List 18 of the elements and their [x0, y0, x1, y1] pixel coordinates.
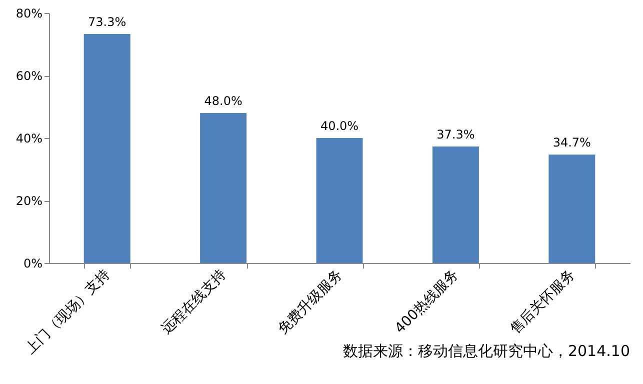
bar — [548, 154, 596, 263]
data-label: 37.3% — [436, 127, 475, 142]
y-tick-label: 40% — [16, 132, 42, 146]
x-tick-label: 售后关怀服务 — [507, 266, 578, 338]
data-label: 48.0% — [204, 94, 242, 108]
y-tick-label: 60% — [16, 69, 42, 83]
data-label: 40.0% — [320, 119, 359, 133]
x-tick-label: 远程在线支持 — [158, 266, 230, 338]
source-note: 数据来源：移动信息化研究中心，2014.10 — [342, 342, 630, 360]
x-tick-label: 免费升级服务 — [274, 266, 346, 338]
bar — [316, 138, 363, 263]
bar — [84, 34, 130, 263]
y-tick-label: 20% — [16, 194, 42, 208]
bar — [200, 113, 247, 263]
y-tick-label: 80% — [16, 6, 42, 20]
data-label: 73.3% — [88, 14, 126, 29]
bar — [432, 146, 479, 263]
data-label: 34.7% — [552, 136, 591, 150]
